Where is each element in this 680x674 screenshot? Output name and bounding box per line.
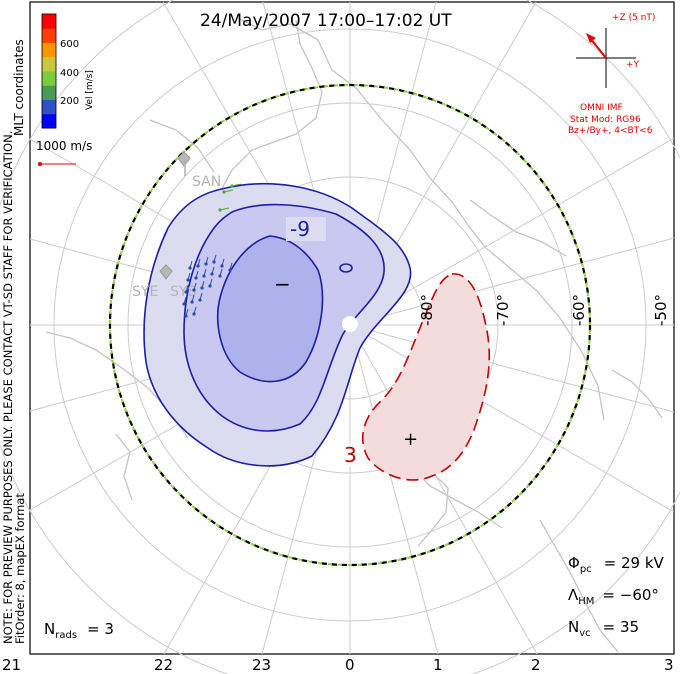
nrads-subscript: rads: [55, 630, 77, 641]
nvc-symbol: N: [568, 618, 579, 636]
lambda-value: = −60°: [602, 586, 659, 604]
stat-model-label: Stat Mod: RG96: [570, 115, 641, 125]
vector-scale-label: 1000 m/s: [36, 139, 92, 153]
pos-contour-label: 3: [344, 443, 357, 467]
velocity-vector-origin: [190, 300, 194, 304]
lambda-symbol: Λ: [568, 586, 579, 604]
colorbar-segment: [42, 113, 56, 129]
velocity-vector-origin: [192, 312, 196, 316]
velocity-vector-origin: [220, 264, 224, 268]
velocity-vector-origin: [188, 266, 192, 270]
radar-sites: [159, 151, 191, 280]
mlt-label-0: 0: [345, 656, 355, 674]
radar-label-sys: SYS: [170, 284, 196, 300]
mlt-label-21: 21: [2, 656, 21, 674]
velocity-vector-origin: [200, 286, 204, 290]
map-title: 24/May/2007 17:00–17:02 UT: [200, 11, 452, 31]
colorbar-segment: [42, 71, 56, 86]
colorbar-segment: [42, 14, 56, 29]
velocity-vector-origin: [208, 284, 212, 288]
colorbar-unit-label: Vel [m/s]: [85, 70, 95, 110]
colorbar-tick-600: 600: [60, 39, 79, 50]
colorbar-tick-400: 400: [60, 68, 79, 79]
vector-scale-dot: [38, 162, 42, 166]
lambda-subscript: HM: [578, 596, 594, 607]
mlt-label-3: 3: [664, 656, 674, 674]
mlt-label-23: 23: [252, 656, 271, 674]
colorbar-segment: [42, 56, 56, 72]
velocity-vector-origin: [204, 262, 208, 266]
imf-z-label: +Z (5 nT): [612, 13, 655, 23]
velocity-vectors: [182, 183, 242, 318]
nvc-value: = 35: [603, 618, 639, 636]
radar-label-sye: SYE: [132, 284, 158, 300]
nrads-symbol: N: [44, 620, 55, 638]
mlt-label-2: 2: [531, 656, 541, 674]
velocity-vector-origin: [182, 302, 186, 306]
radar-count: Nrads = 3: [44, 620, 114, 641]
neg-contour-label: -9: [290, 217, 310, 241]
velocity-vector-origin: [218, 274, 222, 278]
velocity-vector-origin: [228, 268, 232, 272]
velocity-vector-origin: [198, 298, 202, 302]
plot-frame: [29, 1, 675, 655]
colorbar-frame: [41, 13, 57, 129]
velocity-vector-origin: [222, 190, 226, 194]
velocity-vector-origin: [192, 288, 196, 292]
velocity-vector-origin: [230, 184, 234, 188]
pos-contour: [361, 273, 491, 481]
velocity-vector-origin: [212, 260, 216, 264]
radar-label-san: SAN: [192, 174, 221, 190]
imf-arrow-head: [586, 33, 596, 43]
lat-label-70: -70°: [494, 294, 512, 326]
imf-dial: [576, 28, 636, 88]
neg-contour-small: [339, 263, 353, 273]
imf-vector: [589, 37, 607, 59]
velocity-vector-origin: [202, 274, 206, 278]
colorbar-segment: [42, 28, 56, 43]
velocity-vector-origin: [196, 264, 200, 268]
potential-max-marker: +: [403, 429, 418, 450]
potential-min-marker: −: [274, 272, 291, 296]
nvc-subscript: vc: [579, 628, 590, 639]
mlt-label-22: 22: [154, 656, 173, 674]
velocity-vector-origin: [186, 278, 190, 282]
colorbar-tick-200: 200: [60, 96, 79, 107]
cross-polar-potential: Φpc = 29 kV: [568, 554, 665, 575]
pos-label-bg: [342, 444, 360, 466]
hm-boundary-green: [109, 84, 591, 566]
coord-system-label: MLT coordinates: [12, 39, 26, 136]
phi-value: = 29 kV: [604, 554, 665, 572]
lat-label-60: -60°: [570, 294, 588, 326]
hm-latitude: ΛHM = −60°: [568, 586, 659, 607]
fit-order-note: FitOrder: 8, mapEX format: [13, 493, 27, 644]
colorbar-segment: [42, 85, 56, 100]
vector-count: Nvc = 35: [568, 618, 639, 639]
velocity-colorbar: [42, 14, 56, 129]
magnetic-pole-marker: [342, 316, 358, 332]
imf-condition-label: Bz+/By+, 4<BT<6: [568, 126, 653, 136]
velocity-vector-origin: [210, 272, 214, 276]
velocity-vector-origin: [184, 290, 188, 294]
imf-source-label: OMNI IMF: [580, 103, 623, 113]
colorbar-segment: [42, 99, 56, 115]
phi-subscript: pc: [580, 564, 592, 575]
neg-label-bg: [286, 217, 326, 241]
velocity-vector-origin: [218, 208, 222, 212]
lat-label-80: -80°: [418, 294, 436, 326]
nrads-value: = 3: [87, 620, 114, 638]
colorbar-segment: [42, 42, 56, 58]
velocity-vector-origin: [194, 276, 198, 280]
mlt-label-1: 1: [433, 656, 443, 674]
phi-symbol: Φ: [568, 554, 580, 572]
imf-y-label: +Y: [626, 60, 640, 70]
velocity-vector-origin: [184, 314, 188, 318]
neg-contour-inner: [217, 235, 324, 383]
lat-label-50: -50°: [652, 294, 670, 326]
preview-note: NOTE: FOR PREVIEW PURPOSES ONLY. PLEASE …: [1, 131, 15, 644]
